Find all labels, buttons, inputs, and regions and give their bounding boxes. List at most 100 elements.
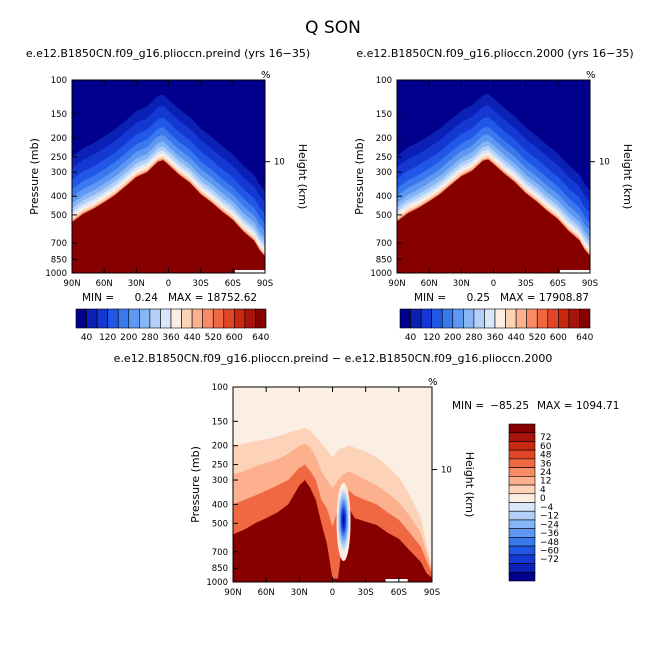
- panel-2000-colorbar-swatch: [515, 308, 527, 329]
- panel-2000-y-tick-label: 1000: [370, 269, 392, 279]
- panel-preind-min-value: 0.24: [135, 292, 159, 304]
- panel-diff-y-axis-label: Pressure (mb): [189, 446, 202, 523]
- panel-diff-anomaly-minimum: [337, 487, 350, 552]
- panel-diff-colorbar-label: −48: [540, 538, 559, 548]
- panel-2000-y-tick-label: 150: [376, 110, 392, 120]
- panel-diff-colorbar-swatch: [508, 432, 536, 442]
- panel-diff-corner-label: %: [428, 377, 438, 388]
- panel-diff-y-tick-label: 150: [212, 417, 228, 427]
- panel-diff-colorbar-label: 24: [540, 468, 552, 478]
- panel-preind-colorbar: 40 120 200 280 360 440 520 600 640: [75, 308, 270, 343]
- panel-diff-colorbar-label: −4: [540, 503, 554, 513]
- panel-diff-colorbar-swatch: [508, 449, 536, 460]
- panel-2000-min-label: MIN =: [414, 292, 446, 304]
- panel-preind-colorbar-label: 40: [81, 333, 93, 343]
- panel-diff-colorbar-swatch: [508, 467, 536, 477]
- panel-2000-colorbar-swatch: [420, 308, 432, 329]
- panel-preind-colorbar-label: 440: [184, 333, 201, 343]
- panel-diff-colorbar-swatch: [508, 571, 536, 582]
- panel-preind-y-tick-label: 150: [51, 110, 67, 120]
- panel-2000-y-tick-label: 700: [376, 239, 392, 249]
- panel-diff-plot: 90N 60N 30N 0 30S 60S 90S 100 150 200 250 300 400 500…: [189, 377, 476, 598]
- panel-2000-x-tick-label: 90N: [388, 279, 405, 289]
- panel-diff-right-axis-label: Height (km): [463, 452, 476, 518]
- panel-preind-y-tick-label: 1000: [45, 269, 67, 279]
- panel-diff-colorbar-swatch: [508, 554, 536, 564]
- panel-preind-y-tick-label: 700: [51, 239, 67, 249]
- panel-preind-colorbar-swatch: [75, 308, 87, 329]
- panel-preind-x-tick-label: 90S: [257, 279, 273, 289]
- panel-diff-y-tick-label: 300: [212, 476, 228, 486]
- panel-2000-colorbar-label: 520: [529, 333, 546, 343]
- panel-diff-right-tick-label: 10: [441, 466, 452, 476]
- panel-preind-corner-label: %: [261, 70, 271, 81]
- panel-preind-colorbar-swatch: [223, 308, 235, 329]
- panel-preind-colorbar-swatch: [107, 308, 119, 329]
- panel-2000-colorbar-label: 360: [486, 333, 503, 343]
- panel-diff-y-tick-label: 700: [212, 548, 228, 558]
- panel-preind-title: e.e12.B1850CN.f09_g16.plioccn.preind (yr…: [26, 47, 310, 60]
- panel-diff-y-tick-label: 400: [212, 500, 228, 510]
- panel-diff-x-tick-label: 60S: [391, 588, 407, 598]
- panel-2000-y-tick-label: 850: [376, 255, 392, 265]
- panel-diff-y-tick-label: 850: [212, 564, 228, 574]
- panel-preind-colorbar-swatch: [128, 308, 140, 329]
- panel-diff-colorbar-label: −36: [540, 529, 559, 539]
- panel-2000-y-tick-label: 500: [376, 211, 392, 221]
- panel-2000-colorbar-label: 280: [465, 333, 482, 343]
- panel-diff-x-tick-label: 0: [330, 588, 335, 598]
- panel-preind-y-tick-label: 300: [51, 168, 67, 178]
- panel-diff-colorbar-swatch: [508, 441, 536, 451]
- panel-diff-colorbar-swatch: [508, 537, 536, 547]
- panel-preind-right-axis-label: Height (km): [296, 144, 309, 210]
- panel-diff: e.e12.B1850CN.f09_g16.plioccn.preind − e…: [114, 352, 620, 598]
- panel-2000-max-value: 17908.87: [539, 292, 589, 304]
- panel-preind-colorbar-label: 120: [99, 333, 116, 343]
- panel-2000-colorbar-label: 120: [423, 333, 440, 343]
- panel-preind-colorbar-swatch: [212, 308, 225, 329]
- panel-2000-contour-level-11: [397, 159, 590, 273]
- panel-2000: e.e12.B1850CN.f09_g16.plioccn.2000 (yrs …: [353, 47, 634, 343]
- panel-2000-right-axis-label: Height (km): [621, 144, 634, 210]
- panel-2000-x-tick-label: 30N: [453, 279, 470, 289]
- panel-preind-colorbar-swatch: [86, 308, 98, 329]
- panel-2000-colorbar-swatch: [441, 308, 454, 329]
- panel-preind-colorbar-swatch: [202, 308, 214, 329]
- panel-2000-colorbar: 40 120 200 280 360 440 520 600 640: [399, 308, 594, 343]
- panel-2000-x-tick-label: 90S: [582, 279, 598, 289]
- panel-diff-min-value: −85.25: [490, 400, 529, 412]
- panel-diff-colorbar-swatch: [508, 545, 536, 556]
- panel-diff-colorbar-label: 12: [540, 477, 551, 487]
- panel-preind-y-tick-label: 500: [51, 211, 67, 221]
- panel-preind-colorbar-label: 520: [205, 333, 222, 343]
- panel-preind-y-tick-label: 250: [51, 153, 67, 163]
- panel-diff-x-tick-label: 90N: [224, 588, 241, 598]
- panel-diff-contour-band-3: [233, 480, 432, 582]
- panel-2000-terrain-mask: [559, 270, 590, 273]
- panel-2000-colorbar-swatch: [536, 308, 549, 329]
- panel-diff-max-label: MAX =: [537, 400, 573, 412]
- panel-preind-colorbar-swatch: [191, 308, 203, 329]
- panel-preind-colorbar-swatch: [234, 308, 246, 329]
- panel-2000-corner-label: %: [586, 70, 596, 81]
- panel-preind-colorbar-swatch: [255, 308, 267, 329]
- panel-preind-colorbar-swatch: [96, 308, 108, 329]
- panel-preind-colorbar-label: 280: [141, 333, 158, 343]
- panel-diff-colorbar-label: 4: [540, 485, 546, 495]
- panel-preind-colorbar-swatch: [149, 308, 161, 329]
- panel-preind-min-label: MIN =: [82, 292, 114, 304]
- panel-preind-max-label: MAX =: [168, 292, 204, 304]
- panel-preind-x-tick-label: 60N: [96, 279, 113, 289]
- panel-preind-x-tick-label: 30N: [128, 279, 145, 289]
- panel-2000-colorbar-swatch: [505, 308, 517, 329]
- panel-2000-y-tick-label: 400: [376, 192, 392, 202]
- panel-preind-right-tick-label: 10: [274, 158, 285, 168]
- panel-2000-colorbar-label: 200: [444, 333, 461, 343]
- panel-diff-y-tick-label: 500: [212, 519, 228, 529]
- panel-diff-colorbar-label: 0: [540, 494, 546, 504]
- panel-2000-x-tick-label: 0: [491, 279, 496, 289]
- panel-2000-y-tick-label: 300: [376, 168, 392, 178]
- panel-diff-colorbar-label: −60: [540, 546, 559, 556]
- panel-2000-colorbar-swatch: [568, 308, 580, 329]
